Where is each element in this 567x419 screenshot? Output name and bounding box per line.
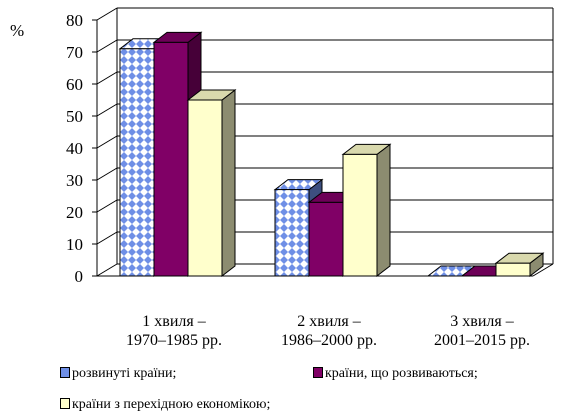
legend-swatch-series-3 [60, 398, 70, 409]
bar [341, 143, 392, 278]
bar-side [376, 143, 391, 278]
bar-front [342, 153, 378, 277]
gridline-diag [96, 167, 118, 181]
y-tick-label: 10 [66, 235, 83, 254]
legend-swatch-series-2 [313, 367, 323, 378]
gridline-diag [96, 103, 118, 117]
bar-front [153, 41, 189, 277]
y-unit-label: % [10, 21, 24, 40]
bar-side [221, 88, 236, 278]
chart: % 0 10 20 30 40 50 60 70 80 1 хвиля –1970–1985 р… [10, 7, 554, 349]
bar-front [495, 262, 531, 277]
legend-label-series-1: розвинуті країни; [72, 366, 177, 381]
legend-item-series-2: країни, що розвиваються; [313, 366, 478, 382]
bar [494, 252, 545, 278]
bar [186, 88, 237, 278]
y-tick-label: 0 [75, 267, 84, 286]
gridline-diag [96, 263, 118, 277]
x-category-labels: 1 хвиля –1970–1985 рр. 2 хвиля –1986–2000… [126, 313, 530, 349]
legend-label-series-3: країни з перехідною економікою; [72, 397, 271, 412]
gridline-diag [96, 71, 118, 85]
y-tick-label: 60 [66, 75, 83, 94]
gridline-diag [96, 39, 118, 53]
bar-front [187, 99, 223, 277]
gridline-diag [96, 135, 118, 149]
bars [118, 31, 545, 278]
gridline-diag [96, 231, 118, 245]
x-category-label: 1 хвиля –1970–1985 рр. [126, 313, 222, 349]
legend-label-series-2: країни, що розвиваються; [325, 366, 478, 381]
legend-item-series-1: розвинуті країни; [60, 366, 176, 382]
y-tick-label: 20 [66, 203, 83, 222]
bar-front [274, 189, 310, 277]
legend-item-series-3: країни з перехідною економікою; [60, 397, 270, 413]
y-tick-labels: 0 10 20 30 40 50 60 70 80 [66, 11, 83, 286]
legend-swatch-series-1 [60, 367, 70, 378]
gridline-diag [96, 7, 118, 21]
x-category-label: 3 хвиля –2001–2015 рр. [434, 313, 530, 349]
x-category-label: 2 хвиля –1986–2000 рр. [281, 313, 377, 349]
y-tick-label: 50 [66, 107, 83, 126]
y-tick-label: 80 [66, 11, 83, 30]
y-tick-label: 30 [66, 171, 83, 190]
y-tick-label: 40 [66, 139, 83, 158]
gridline-diag [96, 199, 118, 213]
bar-front [119, 48, 155, 277]
bar-front [308, 201, 344, 277]
floor-right-edge [532, 263, 554, 277]
y-tick-label: 70 [66, 43, 83, 62]
